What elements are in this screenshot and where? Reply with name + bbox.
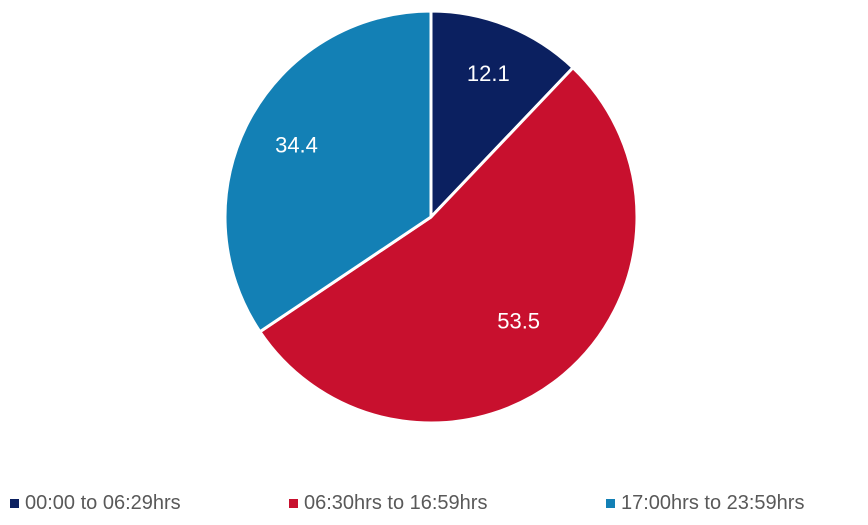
legend-label-2: 17:00hrs to 23:59hrs <box>621 491 805 514</box>
pie-slice-1 <box>258 66 639 425</box>
legend-swatch-1 <box>289 498 298 508</box>
pie-data-label-0: 12.1 <box>467 61 510 86</box>
pie-data-label-2: 34.4 <box>275 133 318 158</box>
pie-chart: 12.1 53.5 34.4 <box>223 9 639 425</box>
pie-slice-0 <box>429 9 575 219</box>
legend: 00:00 to 06:29hrs 06:30hrs to 16:59hrs 1… <box>0 488 868 518</box>
legend-label-0: 00:00 to 06:29hrs <box>25 491 181 514</box>
pie-data-label-1: 53.5 <box>497 308 540 333</box>
legend-label-1: 06:30hrs to 16:59hrs <box>304 491 488 514</box>
legend-item-0: 00:00 to 06:29hrs <box>10 492 181 515</box>
legend-swatch-0 <box>10 498 19 508</box>
legend-swatch-2 <box>606 498 615 508</box>
legend-item-2: 17:00hrs to 23:59hrs <box>606 492 804 515</box>
pie-data-labels: 12.1 53.5 34.4 <box>275 61 540 333</box>
pie-slices <box>223 9 639 425</box>
legend-item-1: 06:30hrs to 16:59hrs <box>289 492 487 515</box>
pie-slice-2 <box>223 9 433 334</box>
